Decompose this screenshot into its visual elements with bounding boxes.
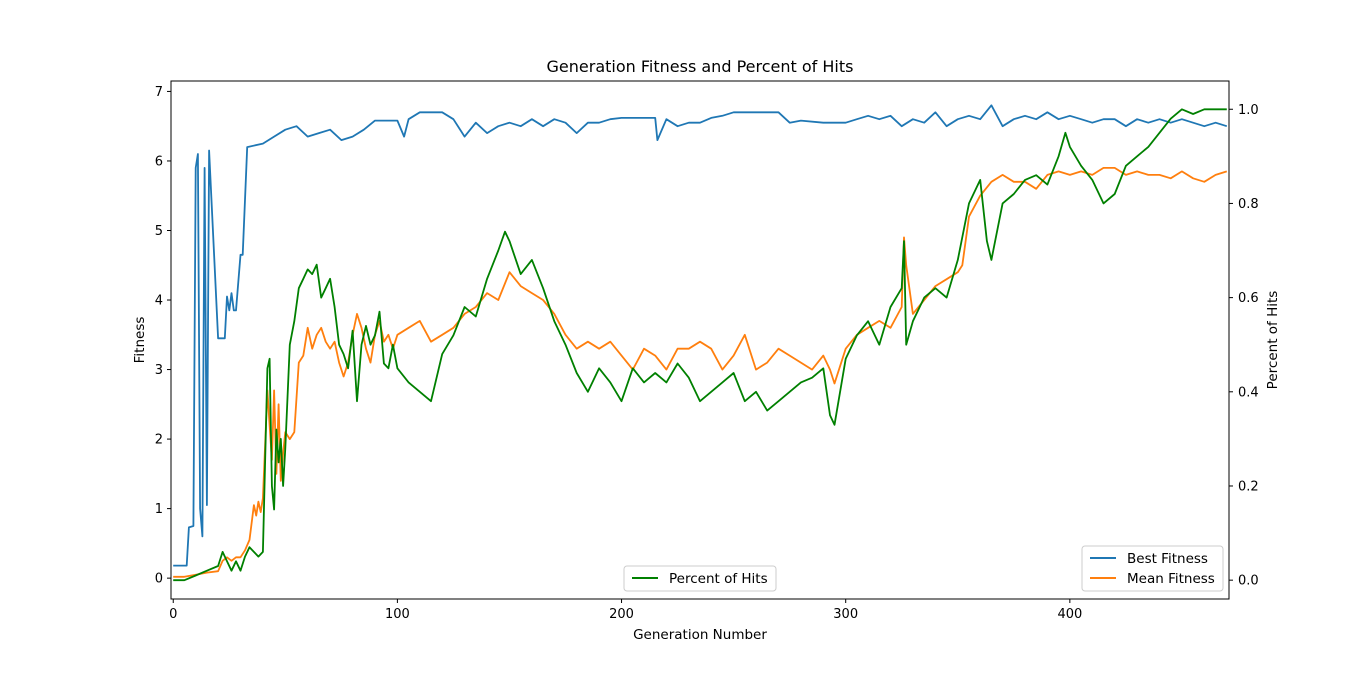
axes-layer: 0 100 200 300 400 0 1 2 3 4 5 6 7 0.0 0.2 0.4 0.6 0.8 1.0 xyxy=(155,80,1259,622)
y-right-tick-label: 0.4 xyxy=(1238,385,1259,400)
x-tick-label: 100 xyxy=(385,607,410,622)
x-tick-label: 200 xyxy=(609,607,634,622)
legend-hits-box xyxy=(623,565,777,592)
x-tick-label: 400 xyxy=(1057,607,1082,622)
legend-fitness-box xyxy=(1081,545,1224,592)
x-axis-label: Generation Number xyxy=(633,627,767,643)
y-left-tick-label: 0 xyxy=(155,572,163,587)
y-right-tick-label: 0.8 xyxy=(1238,197,1259,212)
y-axis-right-label: Percent of Hits xyxy=(1265,291,1281,390)
y-right-tick-label: 0.6 xyxy=(1238,291,1259,306)
legend-hits: Percent of Hits xyxy=(623,565,777,592)
legend-best-fitness-label: Best Fitness xyxy=(1127,551,1208,567)
series-layer xyxy=(173,104,1228,582)
y-left-tick-label: 4 xyxy=(155,294,163,309)
y-left-tick-label: 3 xyxy=(155,363,163,378)
y-left-tick-label: 7 xyxy=(155,85,163,100)
plot-frame xyxy=(170,80,1230,600)
y-right-tick-label: 0.0 xyxy=(1238,574,1259,589)
legend-mean-fitness-label: Mean Fitness xyxy=(1127,571,1215,587)
x-tick-label: 300 xyxy=(833,607,858,622)
y-left-tick-label: 6 xyxy=(155,154,163,169)
y-left-tick-label: 5 xyxy=(155,224,163,239)
x-tick-label: 0 xyxy=(169,607,177,622)
chart-title: Generation Fitness and Percent of Hits xyxy=(547,57,854,76)
y-axis-left-label: Fitness xyxy=(132,317,148,364)
series-line-percent-of-hits xyxy=(173,108,1227,582)
legend-fitness: Best Fitness Mean Fitness xyxy=(1081,545,1224,592)
y-right-tick-label: 0.2 xyxy=(1238,479,1259,494)
series-line-best-fitness xyxy=(173,104,1228,567)
y-left-tick-label: 2 xyxy=(155,433,163,448)
y-right-tick-label: 1.0 xyxy=(1238,103,1259,118)
y-left-tick-label: 1 xyxy=(155,502,163,517)
legend-percent-hits-label: Percent of Hits xyxy=(669,571,768,587)
